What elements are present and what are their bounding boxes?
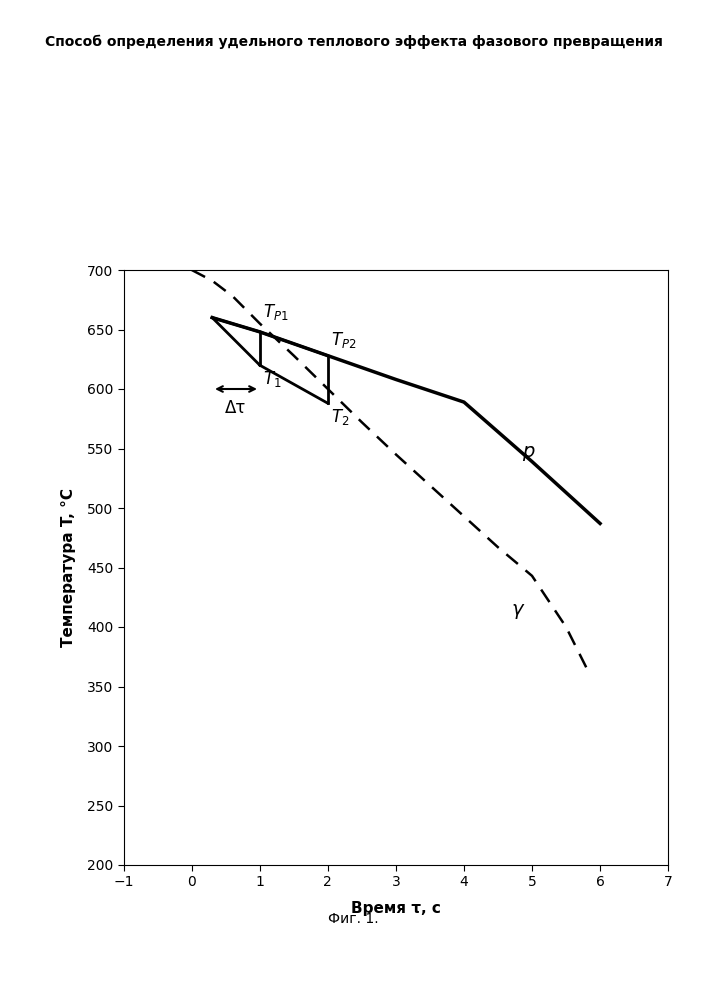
X-axis label: Время τ, с: Время τ, с: [351, 901, 441, 916]
Text: $T_2$: $T_2$: [332, 407, 350, 427]
Text: $T_{P1}$: $T_{P1}$: [263, 302, 288, 322]
Text: Способ определения удельного теплового эффекта фазового превращения: Способ определения удельного теплового э…: [45, 35, 662, 49]
Text: γ: γ: [512, 600, 523, 619]
Text: Фиг. 1.: Фиг. 1.: [328, 912, 379, 926]
Text: Δτ: Δτ: [226, 399, 247, 417]
Y-axis label: Температура T, °C: Температура T, °C: [61, 488, 76, 647]
Text: $T_1$: $T_1$: [263, 369, 282, 389]
Text: $T_{P2}$: $T_{P2}$: [332, 330, 357, 350]
Text: р: р: [522, 442, 534, 461]
